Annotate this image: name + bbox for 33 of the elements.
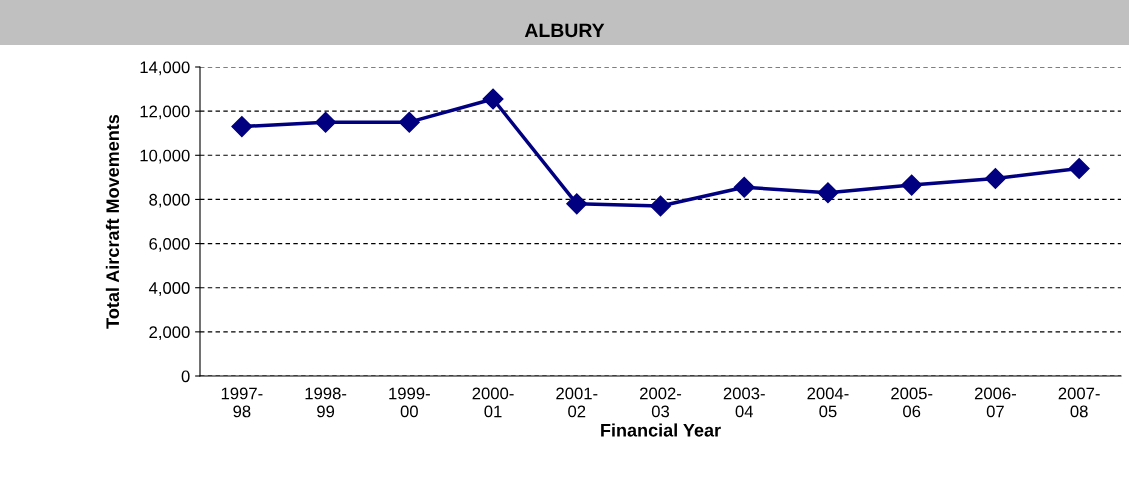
point [1068, 158, 1090, 180]
x-tick-label: 2002- 03 [640, 387, 682, 418]
x-tick-label: 2005- 06 [891, 387, 933, 418]
y-tick-label: 12,000 [140, 105, 190, 120]
y-tick-label: 2,000 [149, 326, 190, 341]
point [984, 167, 1006, 189]
x-tick-label: 1999- 00 [389, 387, 430, 418]
y-tick-label: 8,000 [149, 193, 190, 208]
x-tick-label: 1998- 99 [305, 387, 347, 418]
point [901, 174, 923, 196]
y-axis-title: Total Aircraft Movements [105, 114, 120, 329]
y-tick-label: 4,000 [148, 282, 190, 296]
chart-title: ALBURY [524, 23, 605, 38]
x-axis-title: Financial Year [601, 423, 721, 437]
y-tick-label: 0 [181, 370, 190, 383]
point [231, 116, 253, 138]
point [649, 195, 672, 217]
y-tick-label: 14,000 [140, 61, 190, 76]
x-tick-label: 1997- 98 [221, 387, 263, 418]
point [398, 111, 420, 133]
point [315, 111, 337, 133]
y-tick-label: 6,000 [149, 237, 190, 252]
point [817, 182, 839, 204]
x-tick-label: 2004- 05 [807, 387, 849, 418]
x-tick-label: 2007- 08 [1058, 387, 1100, 418]
point [482, 88, 504, 110]
x-tick-label: 2006- 07 [974, 387, 1016, 418]
x-tick-label: 2001- 02 [556, 387, 598, 418]
x-tick-label: 2003- 04 [723, 387, 765, 418]
point [566, 193, 588, 215]
point [733, 176, 755, 198]
y-tick-label: 10,000 [140, 149, 190, 164]
x-tick-label: 2000- 01 [472, 387, 514, 418]
